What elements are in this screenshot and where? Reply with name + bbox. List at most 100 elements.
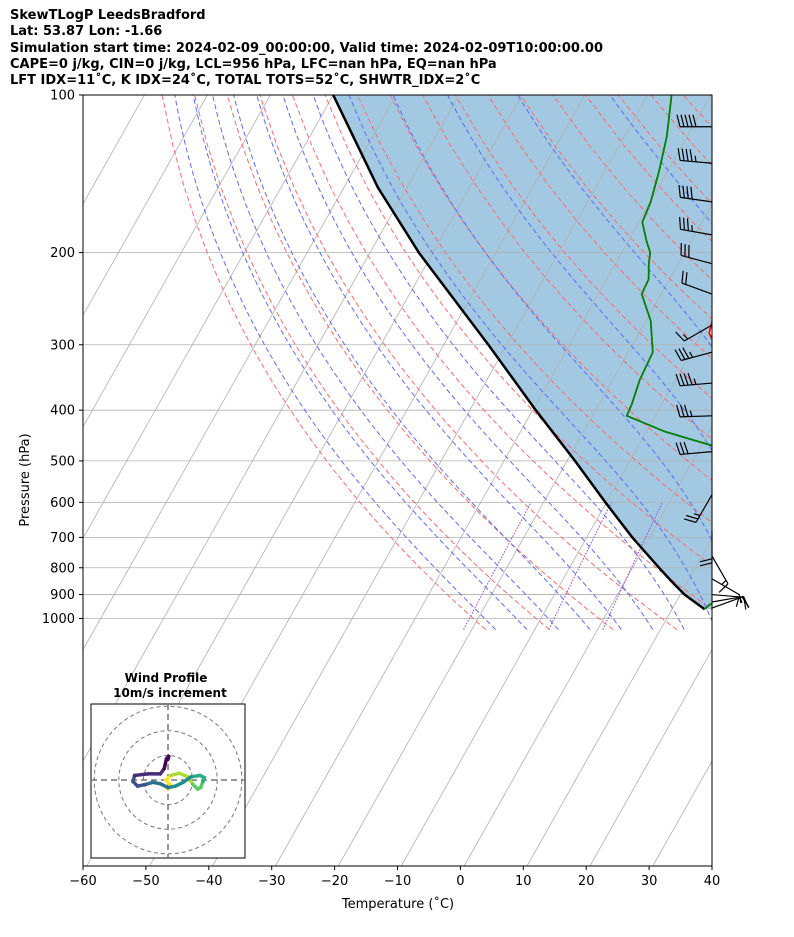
wind-barb-flag [680, 114, 685, 127]
wind-barb [675, 372, 713, 387]
wind-barb-staff [680, 196, 713, 203]
mixing-ratio-line [602, 502, 663, 630]
x-tick-label: −20 [321, 874, 348, 889]
wind-barb-flag [681, 270, 684, 284]
wind-barb [711, 596, 750, 609]
dry-adiabat-line [487, 95, 712, 359]
wind-barb-staff [680, 451, 713, 456]
wind-barb [675, 324, 713, 342]
x-axis-label: Temperature (˚C) [341, 896, 454, 912]
hodograph-title: Wind Profile [125, 671, 208, 685]
moist-adiabat-line [348, 95, 712, 623]
wind-barb-flag [694, 155, 697, 162]
mixing-ratio-line [548, 502, 612, 630]
moist-adiabat-line [517, 95, 712, 348]
wind-barb-flag [685, 514, 699, 520]
wind-barb [683, 494, 713, 523]
stability-indices: LFT IDX=11˚C, K IDX=24˚C, TOTAL TOTS=52˚… [10, 73, 481, 89]
dry-adiabat-line [259, 95, 678, 631]
x-tick-label: −60 [69, 874, 96, 889]
wind-barb-flag [678, 185, 681, 198]
wind-barb-flag [692, 114, 697, 127]
wind-barb-flag [675, 442, 681, 455]
wind-barb [678, 185, 713, 203]
y-tick-label: 500 [50, 454, 75, 469]
moist-adiabat-line [233, 95, 591, 630]
wind-barb-staff [679, 415, 713, 418]
wind-barb-flag [682, 217, 686, 231]
parcel-profile-line [332, 95, 706, 611]
wind-barb-flag [679, 442, 685, 455]
dry-adiabat-line [389, 95, 712, 482]
wind-barb-flag [690, 186, 693, 200]
wind-barb-staff [680, 254, 713, 265]
wind-barb-staff [680, 351, 713, 362]
moist-adiabat-line [256, 95, 622, 630]
dry-adiabat-line [716, 95, 794, 630]
chart-title: SkewTLogP LeedsBradford [10, 8, 206, 23]
wind-barb-flag [676, 114, 681, 127]
wind-barb-flag [675, 331, 685, 342]
wind-barb-flag [693, 378, 697, 385]
isotherm-line [337, 203, 712, 866]
wind-barb-flag [686, 186, 689, 199]
wind-barb-flag [689, 410, 693, 417]
wind-barb-flag [685, 272, 688, 285]
y-tick-label: 700 [50, 531, 75, 546]
wind-barb [675, 441, 713, 456]
isotherm-line [275, 95, 711, 866]
skewt-axes: Temperature (˚C) Pressure (hPa) −60 −50 −4… [18, 89, 720, 913]
moist-adiabat-line [447, 95, 712, 452]
wind-barb-staff [711, 555, 729, 585]
wind-barb-flag [684, 114, 689, 127]
wind-barb-flag [689, 351, 694, 358]
wind-barb-flag [684, 404, 689, 417]
wind-barb-flag [679, 373, 685, 386]
isotherm-line [400, 314, 712, 866]
y-axis-label: Pressure (hPa) [18, 433, 33, 526]
dry-adiabat-line [357, 95, 712, 524]
wind-barb-flag [680, 404, 685, 417]
dry-adiabat-line [194, 95, 550, 630]
moist-adiabat-line [282, 95, 654, 630]
x-tick-label: 30 [641, 874, 658, 889]
wind-barb-flag [683, 441, 689, 454]
wind-barb [680, 243, 713, 265]
isotherm-line [83, 95, 208, 317]
x-tick-label: −10 [384, 874, 411, 889]
moist-adiabat-line [312, 95, 685, 630]
isotherm-line [212, 95, 649, 866]
x-tick-label: 10 [515, 874, 532, 889]
wind-barb-flag [718, 583, 729, 593]
wind-barb-flag [676, 404, 681, 418]
x-tick-label: 20 [578, 874, 595, 889]
wind-barb-flag [721, 579, 727, 586]
wind-barb-staff [681, 282, 713, 295]
isotherm-line [716, 95, 794, 866]
simulation-times: Simulation start time: 2024-02-09_00:00:… [10, 40, 603, 56]
moist-adiabat-line [212, 95, 559, 630]
isotherm-line [83, 95, 397, 651]
dry-adiabat-line [749, 95, 794, 630]
wind-barb-flag [683, 518, 697, 523]
wind-barb-flag [675, 373, 681, 387]
wind-barb [676, 114, 712, 128]
wind-barb-flag [683, 334, 689, 340]
wind-barb [681, 270, 713, 295]
moist-adiabat-line [192, 95, 528, 630]
wind-barb [676, 404, 713, 418]
wind-barb-flag [689, 149, 693, 162]
dry-adiabat-line [781, 95, 794, 630]
wind-barb [677, 148, 713, 164]
x-tick-label: −30 [258, 874, 285, 889]
dry-adiabat-line [226, 95, 614, 630]
isotherm-line [463, 426, 712, 866]
y-tick-label: 100 [50, 89, 75, 104]
wind-barb-flag [681, 148, 685, 161]
isotherm-line [0, 95, 82, 866]
wind-barb-staff [711, 578, 741, 596]
wind-barb-flag [679, 216, 682, 230]
moist-adiabat-line [733, 95, 794, 630]
wind-barb-staff [711, 595, 744, 603]
wind-barb-flag [688, 114, 693, 127]
